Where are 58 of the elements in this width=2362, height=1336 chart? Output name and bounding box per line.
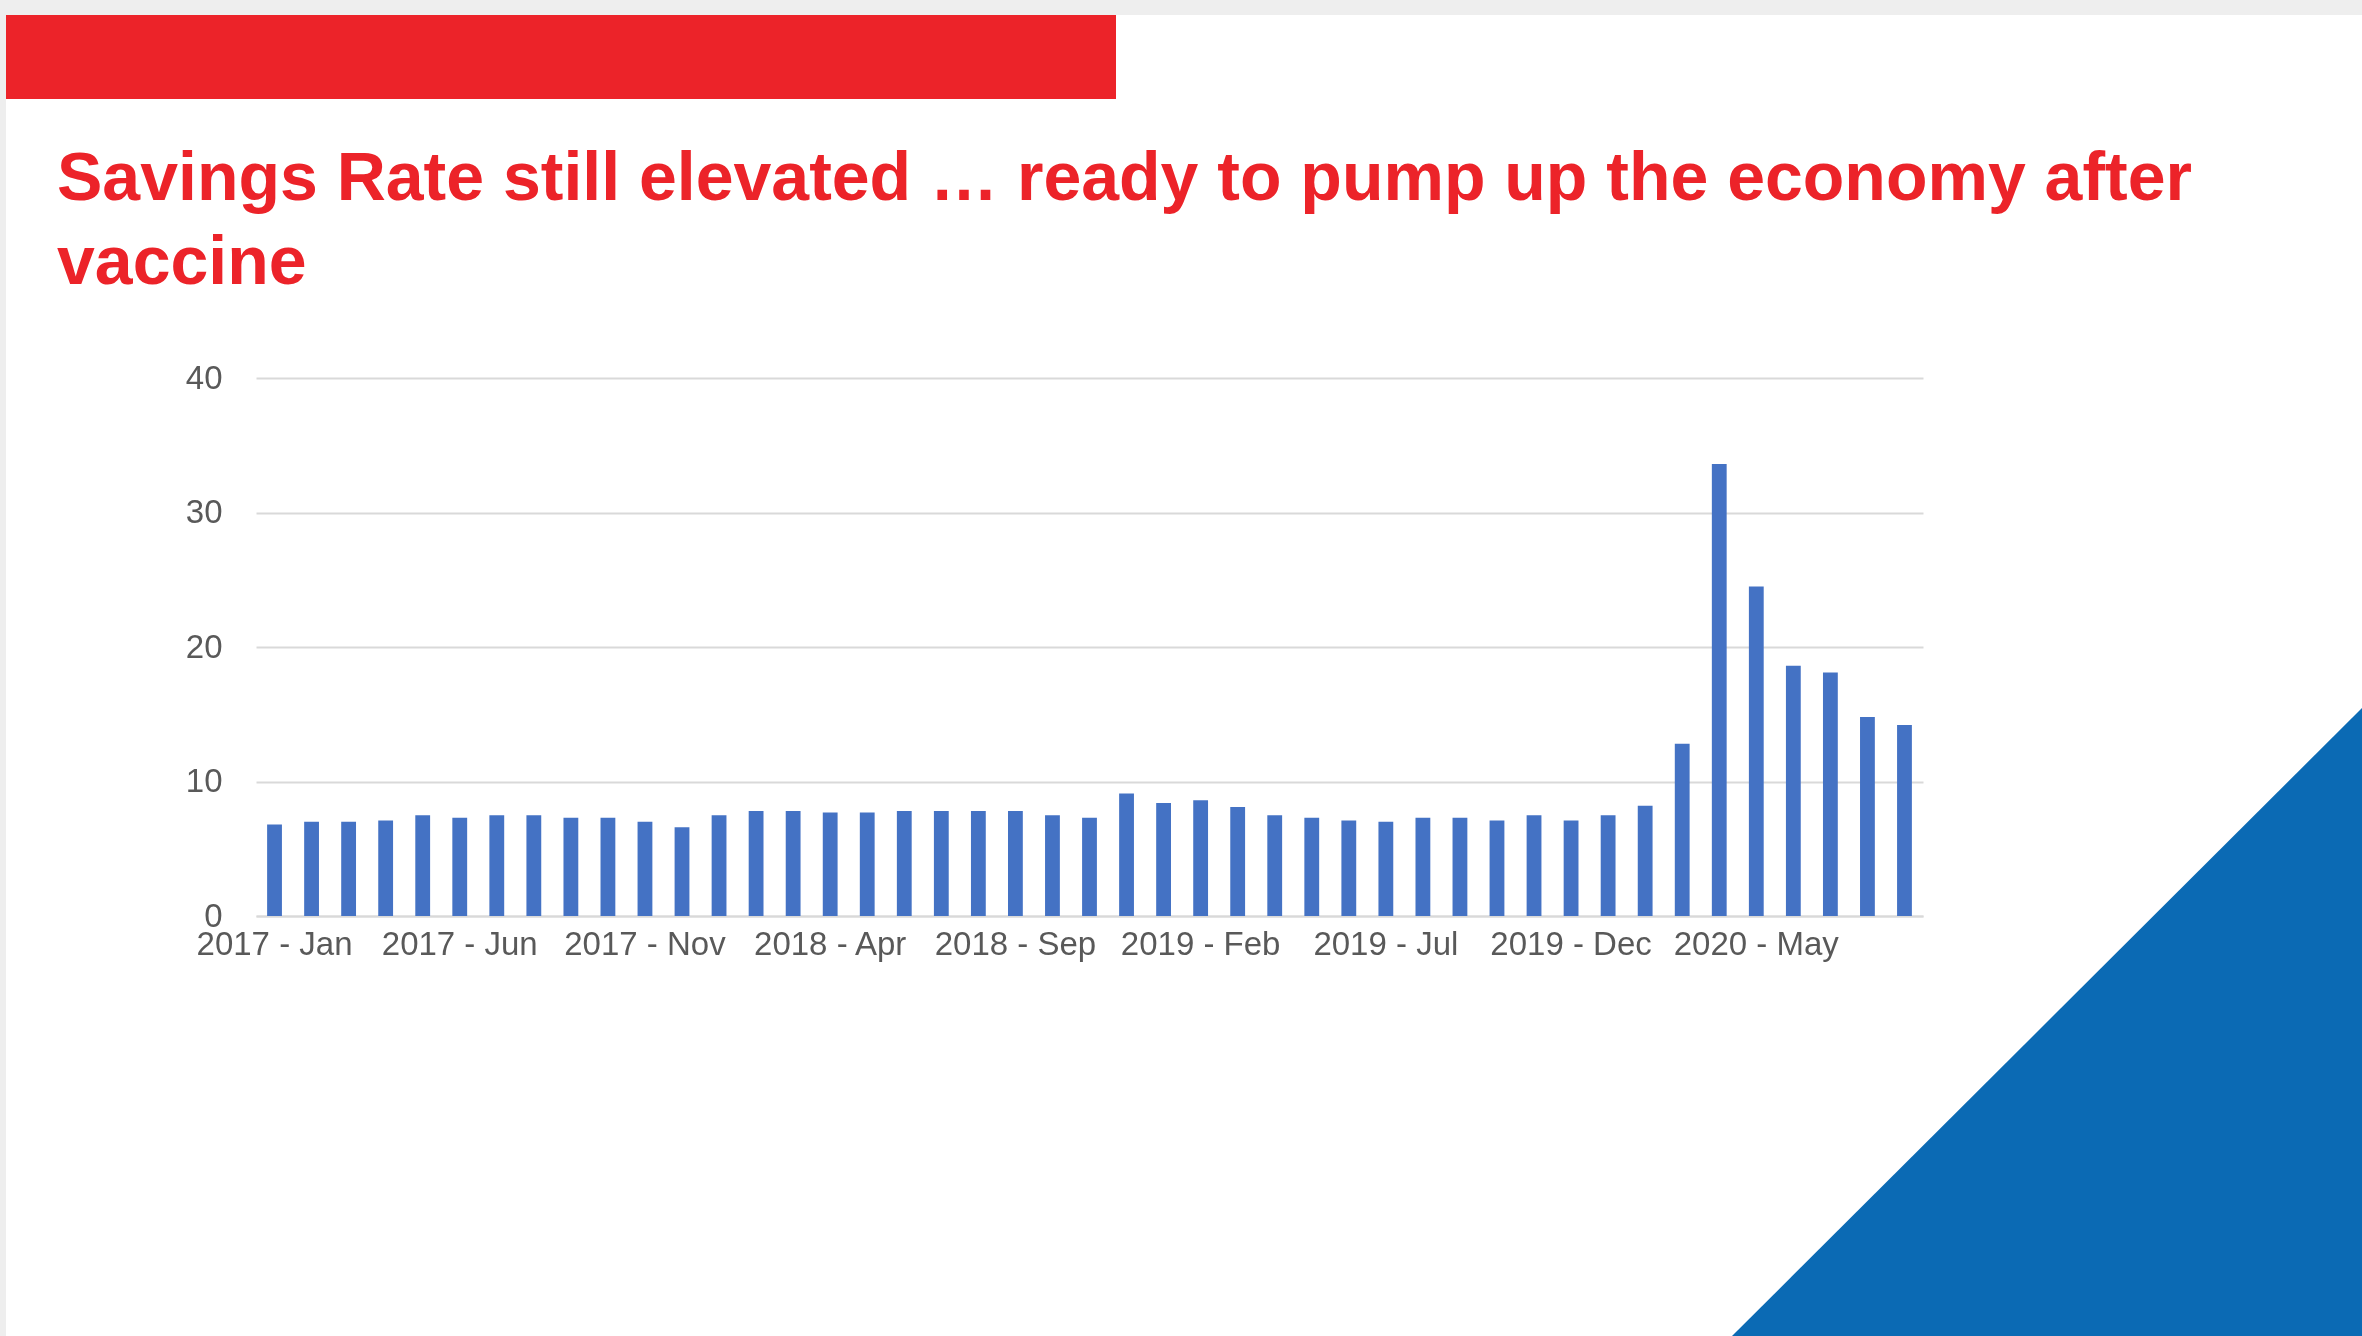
bar [1119,793,1134,916]
bar [1785,665,1801,916]
bar [304,821,319,916]
bar [1526,815,1542,916]
y-tick-label: 20 [185,627,223,665]
bar [970,811,986,916]
bar [1860,716,1875,916]
bar [1230,807,1246,916]
bar [859,812,875,916]
bar [896,811,912,916]
bar [1267,815,1283,916]
bar [1600,815,1616,916]
y-tick-label: 40 [185,358,223,396]
bar [1748,586,1764,916]
bar [526,815,542,916]
bar [1563,820,1579,916]
bar [637,821,653,916]
bar [1304,817,1320,916]
bar [674,827,690,916]
bar [1082,817,1097,916]
bar [822,812,838,916]
bar [748,811,764,916]
bar [1711,464,1727,916]
bar [341,821,357,916]
x-tick-label: 2019 - Jul [1313,924,1459,962]
bar [1193,800,1209,916]
bar [711,815,727,916]
x-tick-label: 2017 - Nov [564,924,727,962]
bar [1674,743,1690,916]
bar [933,811,949,916]
bar [785,811,801,916]
bar [1452,817,1468,916]
bar [1341,820,1357,916]
bar [452,817,468,916]
x-tick-label: 2019 - Feb [1120,924,1281,962]
bar [378,820,394,916]
x-tick-label: 2018 - Sep [934,924,1097,962]
bar [1822,672,1838,916]
bar [1378,821,1394,916]
bar [563,817,579,916]
bar [1008,811,1023,916]
bar [1156,803,1171,916]
bar [489,815,505,916]
bar [1415,817,1431,916]
chart-title: Savings Rate still elevated … ready to pump up the economy after vaccine [57,137,2193,300]
x-tick-label: 2019 - Dec [1490,924,1652,962]
y-tick-label: 10 [185,762,223,799]
bar [415,815,431,916]
x-tick-label: 2020 - May [1673,924,1840,962]
bar [1045,815,1060,916]
x-tick-label: 2018 - Apr [754,924,907,962]
bar [267,824,282,916]
x-tick-label: 2017 - Jun [381,924,538,962]
bar [600,817,616,916]
bar [1489,820,1505,916]
bar [1897,725,1912,916]
y-tick-label: 30 [185,493,223,530]
bar [1637,805,1653,916]
